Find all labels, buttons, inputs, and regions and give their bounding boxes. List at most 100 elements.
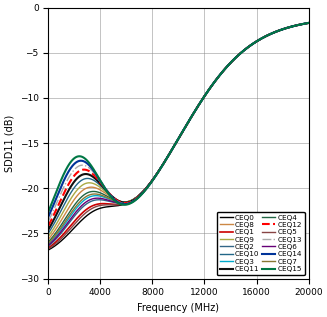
CEQ8 [251,42,255,45]
Legend: CEQ0, CEQ8, CEQ1, CEQ9, CEQ2, CEQ10, CEQ3, CEQ11, CEQ4, CEQ12, CEQ5, CEQ13, CEQ6: CEQ0, CEQ8, CEQ1, CEQ9, CEQ2, CEQ10, CEQ… [217,212,305,275]
CEQ9 [60,213,64,217]
CEQ12 [46,223,50,227]
Line: CEQ1: CEQ1 [48,23,308,248]
CEQ3 [306,21,310,25]
CEQ5 [299,23,303,26]
CEQ11 [173,143,177,146]
Y-axis label: SDD11 (dB): SDD11 (dB) [4,114,14,172]
CEQ10 [166,154,170,158]
CEQ6 [60,229,64,233]
CEQ2 [299,23,303,26]
CEQ5 [306,21,310,25]
CEQ11 [299,23,303,26]
CEQ9 [46,234,50,238]
Line: CEQ2: CEQ2 [48,23,308,246]
CEQ8 [173,143,177,146]
CEQ0 [166,154,170,158]
CEQ14 [251,42,255,45]
CEQ1 [60,234,64,238]
CEQ12 [166,154,170,158]
CEQ9 [173,143,177,146]
CEQ4 [60,222,64,226]
Line: CEQ14: CEQ14 [48,23,308,217]
CEQ8 [60,218,64,222]
CEQ3 [60,227,64,230]
CEQ7 [299,23,303,26]
CEQ11 [306,21,310,25]
CEQ9 [166,154,170,158]
CEQ3 [173,143,177,146]
CEQ4 [46,240,50,244]
CEQ7 [251,42,255,45]
CEQ4 [306,21,310,25]
X-axis label: Frequency (MHz): Frequency (MHz) [137,303,219,313]
CEQ8 [299,23,303,26]
CEQ10 [251,42,255,45]
CEQ11 [166,154,170,158]
CEQ9 [299,23,303,26]
CEQ12 [60,196,64,200]
CEQ12 [299,23,303,26]
CEQ5 [46,247,50,251]
CEQ15 [60,177,64,181]
CEQ4 [166,154,170,158]
CEQ1 [166,154,170,158]
CEQ1 [306,21,310,25]
CEQ7 [166,154,170,158]
Line: CEQ5: CEQ5 [48,23,308,249]
CEQ1 [299,23,303,26]
CEQ9 [251,42,255,45]
CEQ15 [166,154,170,158]
CEQ15 [46,210,50,213]
CEQ7 [46,241,50,245]
CEQ14 [166,154,170,158]
Line: CEQ9: CEQ9 [48,23,308,236]
Line: CEQ0: CEQ0 [48,23,308,250]
CEQ7 [306,21,310,25]
CEQ4 [299,23,303,26]
Line: CEQ11: CEQ11 [48,23,308,230]
CEQ11 [46,228,50,231]
CEQ9 [306,21,310,25]
CEQ3 [46,242,50,246]
CEQ8 [306,21,310,25]
CEQ14 [60,183,64,187]
CEQ14 [299,23,303,26]
CEQ7 [173,143,177,146]
CEQ13 [46,219,50,223]
Line: CEQ10: CEQ10 [48,23,308,233]
CEQ12 [299,23,303,26]
CEQ14 [306,21,310,25]
CEQ5 [60,236,64,240]
CEQ13 [299,23,303,26]
CEQ9 [299,23,303,26]
CEQ14 [173,143,177,146]
CEQ10 [299,23,303,26]
CEQ0 [60,238,64,242]
CEQ14 [299,23,303,26]
CEQ12 [306,21,310,25]
CEQ0 [299,23,303,26]
CEQ6 [166,154,170,158]
CEQ3 [299,23,303,26]
CEQ2 [60,230,64,234]
CEQ1 [251,42,255,45]
CEQ6 [251,42,255,45]
CEQ8 [299,23,303,26]
CEQ13 [173,143,177,146]
CEQ1 [299,23,303,26]
Line: CEQ13: CEQ13 [48,23,308,221]
CEQ5 [173,143,177,146]
CEQ10 [60,207,64,211]
Line: CEQ12: CEQ12 [48,23,308,225]
CEQ6 [299,23,303,26]
CEQ15 [299,23,303,26]
CEQ3 [166,154,170,158]
CEQ5 [166,154,170,158]
CEQ13 [306,21,310,25]
CEQ2 [306,21,310,25]
CEQ13 [251,42,255,45]
CEQ3 [299,23,303,26]
CEQ10 [46,231,50,235]
CEQ15 [306,21,310,25]
